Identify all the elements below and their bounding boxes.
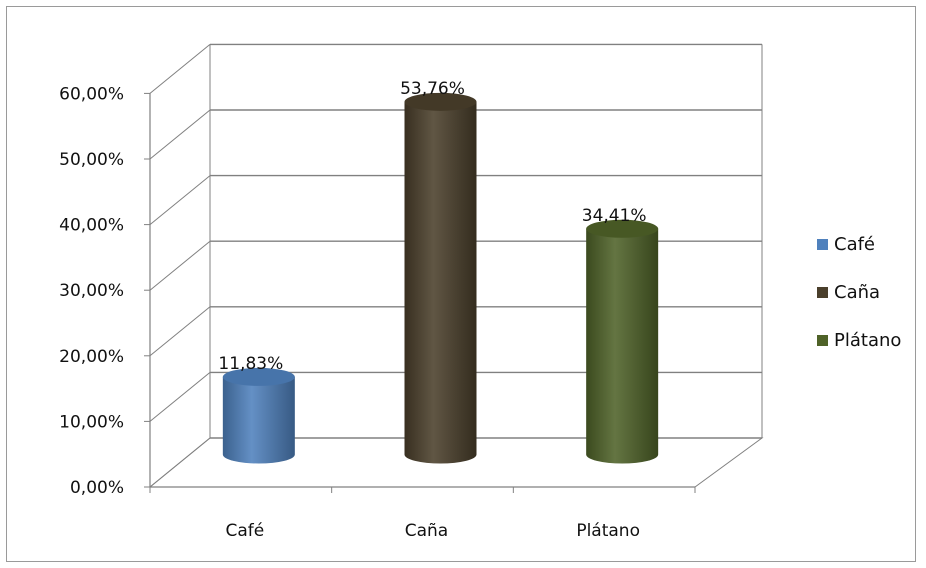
legend-swatch bbox=[817, 239, 828, 250]
bar-top bbox=[404, 92, 477, 111]
x-tick-label: Café bbox=[225, 521, 264, 541]
gridline-side bbox=[149, 240, 211, 291]
legend-item: Café bbox=[817, 234, 875, 255]
legend-swatch bbox=[817, 335, 828, 346]
y-tick-label: 30,00% bbox=[59, 281, 124, 301]
gridline-side bbox=[149, 306, 211, 357]
y-tick-label: 0,00% bbox=[70, 478, 124, 498]
legend-item: Plátano bbox=[817, 330, 901, 351]
x-tick-label: Caña bbox=[405, 521, 448, 541]
bar bbox=[586, 219, 659, 464]
bar-body bbox=[404, 101, 477, 464]
labels: 0,00% 10,00% 20,00% 30,00% 40,00% 50,00% 60,00… bbox=[59, 79, 646, 541]
gridline-side bbox=[149, 109, 211, 160]
legend: Café Caña Plátano bbox=[817, 234, 901, 351]
bar bbox=[404, 92, 477, 464]
y-tick-label: 40,00% bbox=[59, 216, 124, 236]
legend-label: Café bbox=[834, 234, 875, 255]
data-label: 11,83% bbox=[218, 354, 283, 374]
legend-label: Caña bbox=[834, 282, 880, 303]
legend-swatch bbox=[817, 287, 828, 298]
bar-body bbox=[586, 228, 659, 464]
bars bbox=[222, 92, 659, 464]
x-tick-label: Plátano bbox=[576, 521, 640, 541]
gridline-side bbox=[149, 175, 211, 225]
bar-top bbox=[586, 219, 659, 238]
legend-label: Plátano bbox=[834, 330, 901, 351]
bar-body bbox=[222, 376, 295, 464]
bar-top bbox=[222, 367, 295, 386]
gridline-side bbox=[149, 44, 211, 94]
gridline-side bbox=[149, 372, 211, 422]
y-tick-label: 10,00% bbox=[59, 412, 124, 432]
legend-item: Caña bbox=[817, 282, 880, 303]
axes bbox=[144, 92, 696, 493]
bar bbox=[222, 367, 295, 464]
data-label: 53,76% bbox=[400, 79, 465, 99]
y-tick-label: 60,00% bbox=[59, 84, 124, 104]
y-tick-label: 50,00% bbox=[59, 150, 124, 170]
data-label: 34,41% bbox=[582, 206, 647, 226]
y-tick-label: 20,00% bbox=[59, 347, 124, 367]
gridline-side bbox=[149, 437, 211, 488]
